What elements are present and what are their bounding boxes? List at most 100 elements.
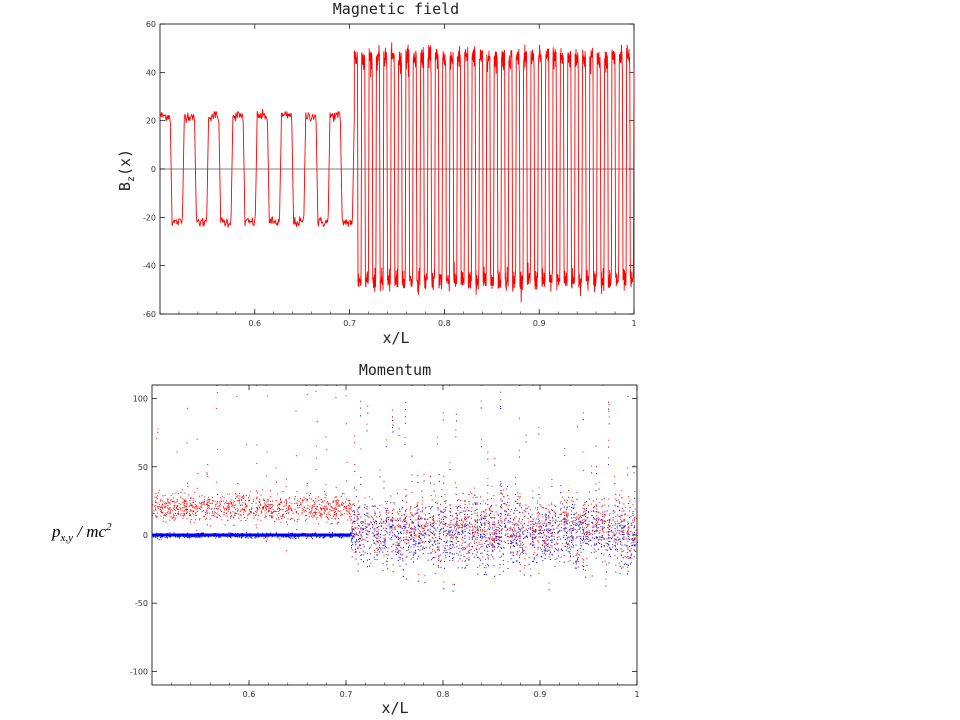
data-point <box>312 538 313 540</box>
data-point <box>256 527 258 529</box>
data-point <box>223 512 225 513</box>
data-point <box>614 524 616 526</box>
data-point <box>485 571 487 573</box>
data-point <box>449 524 451 526</box>
data-point <box>250 536 251 538</box>
data-point <box>472 533 474 535</box>
data-point <box>548 589 550 591</box>
data-point <box>173 509 175 510</box>
data-point <box>505 514 506 515</box>
data-point <box>589 539 591 541</box>
data-point <box>380 534 382 536</box>
data-point <box>556 558 558 560</box>
data-point <box>282 514 284 516</box>
data-point <box>228 504 230 506</box>
data-point <box>504 526 506 527</box>
data-point <box>191 504 193 506</box>
data-point <box>588 504 589 506</box>
data-point <box>557 539 559 541</box>
data-point <box>521 527 523 529</box>
data-point <box>318 511 320 513</box>
data-point <box>261 489 263 491</box>
data-point <box>440 503 441 505</box>
data-point <box>230 499 232 501</box>
data-point <box>498 514 500 516</box>
data-point <box>492 523 494 525</box>
data-point <box>223 497 225 499</box>
data-point <box>472 496 474 498</box>
data-point <box>390 520 392 522</box>
data-point <box>537 507 539 509</box>
data-point <box>480 407 482 409</box>
data-point <box>445 516 447 518</box>
data-point <box>164 514 166 516</box>
data-point <box>608 498 610 500</box>
data-point <box>456 520 458 522</box>
data-point <box>545 520 547 522</box>
data-point <box>556 527 558 529</box>
data-point <box>170 536 171 538</box>
data-point <box>482 563 484 565</box>
data-point <box>605 542 607 544</box>
data-point <box>551 536 553 537</box>
data-point <box>516 543 518 545</box>
data-point <box>512 554 514 556</box>
data-point <box>525 546 527 548</box>
data-point <box>213 511 215 513</box>
data-point <box>573 523 575 525</box>
data-point <box>268 508 270 510</box>
data-point <box>543 540 545 542</box>
data-point <box>505 526 507 528</box>
data-point <box>176 508 178 509</box>
data-point <box>448 556 450 557</box>
data-point <box>463 548 465 550</box>
data-point <box>190 498 192 499</box>
data-point <box>572 497 573 499</box>
data-point <box>539 530 541 531</box>
data-point <box>498 521 500 523</box>
data-point <box>417 525 419 527</box>
data-point <box>598 518 600 520</box>
data-point <box>349 517 351 519</box>
data-point <box>256 492 258 494</box>
data-point <box>297 505 299 507</box>
data-point <box>452 537 454 539</box>
data-point <box>403 536 405 538</box>
data-point <box>206 512 208 514</box>
data-point <box>228 505 230 507</box>
data-point <box>405 409 407 410</box>
data-point <box>379 511 381 513</box>
data-point <box>323 511 325 513</box>
data-point <box>464 507 466 509</box>
data-point <box>397 544 399 546</box>
data-point <box>167 532 169 534</box>
data-point <box>532 519 534 521</box>
data-point <box>192 507 194 508</box>
data-point <box>315 514 317 516</box>
data-point <box>633 545 635 547</box>
data-point <box>501 521 503 523</box>
data-point <box>313 504 315 505</box>
data-point <box>411 522 413 524</box>
data-point <box>418 543 420 545</box>
data-point <box>265 516 267 518</box>
data-point <box>156 498 158 500</box>
data-point <box>549 536 550 538</box>
data-point <box>166 536 168 538</box>
data-point <box>378 525 379 527</box>
data-point <box>263 506 265 508</box>
data-point <box>432 557 434 559</box>
data-point <box>492 550 493 552</box>
data-point <box>494 526 496 528</box>
y-tick-label: 100 <box>133 395 148 404</box>
data-point <box>508 505 510 507</box>
data-point <box>588 520 590 522</box>
data-point <box>481 529 483 531</box>
data-point <box>566 532 568 534</box>
data-point <box>443 482 445 484</box>
data-point <box>425 506 427 508</box>
data-point <box>500 520 502 522</box>
data-point <box>627 563 629 565</box>
data-point <box>580 535 582 537</box>
data-point <box>588 510 590 512</box>
